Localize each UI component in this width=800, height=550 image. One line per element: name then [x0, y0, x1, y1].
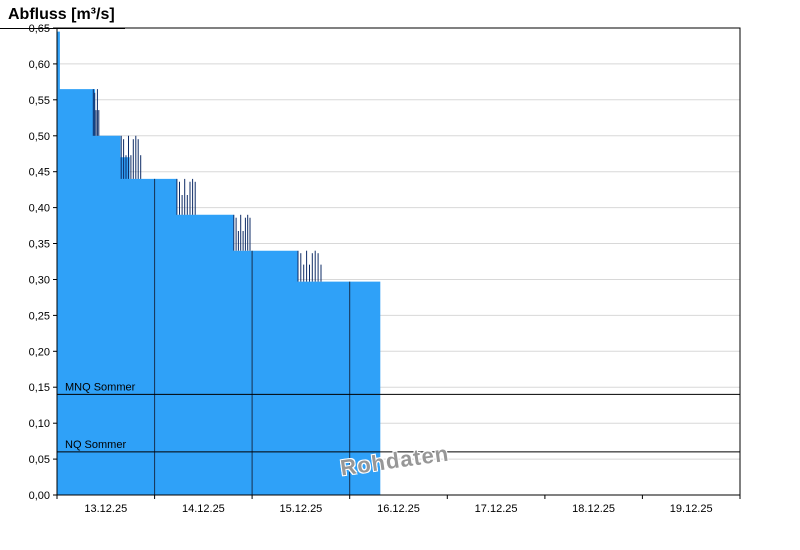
y-tick-label: 0,45	[29, 167, 50, 179]
x-tick-label: 16.12.25	[377, 503, 420, 515]
raw-data-noise-spikes	[92, 89, 322, 282]
y-tick-label: 0,00	[29, 490, 50, 502]
y-tick-label: 0,25	[29, 310, 50, 322]
y-tick-label: 0,65	[29, 23, 50, 35]
ref-line-label: NQ Sommer	[65, 439, 126, 451]
y-tick-label: 0,10	[29, 418, 50, 430]
y-tick-label: 0,30	[29, 275, 50, 287]
discharge-area	[57, 31, 381, 495]
y-tick-label: 0,40	[29, 203, 50, 215]
y-tick-label: 0,15	[29, 382, 50, 394]
x-tick-label: 17.12.25	[475, 503, 518, 515]
chart-title: Abfluss [m³/s]	[0, 4, 125, 29]
x-tick-label: 14.12.25	[182, 503, 225, 515]
plot-frame	[56, 27, 741, 496]
y-axis: 0,00 0,05 0,10 0,15 0,20 0,25 0,30 0,35 0,40 0,45…	[29, 23, 57, 502]
y-tick-label: 0,60	[29, 59, 50, 71]
y-tick-label: 0,55	[29, 95, 50, 107]
x-tick-label: 15.12.25	[279, 503, 322, 515]
y-tick-label: 0,35	[29, 239, 50, 251]
y-tick-label: 0,05	[29, 454, 50, 466]
y-tick-label: 0,20	[29, 346, 50, 358]
x-tick-label: 19.12.25	[670, 503, 713, 515]
x-tick-label: 13.12.25	[84, 503, 127, 515]
reference-lines: MNQ Sommer NQ Sommer	[57, 381, 740, 453]
y-tick-label: 0,50	[29, 131, 50, 143]
x-axis: 13.12.25 14.12.25 15.12.25 16.12.25 17.12.25…	[56, 495, 741, 515]
day-boundary-lines	[154, 178, 351, 495]
x-tick-label: 18.12.25	[572, 503, 615, 515]
ref-line-label: MNQ Sommer	[65, 381, 136, 393]
